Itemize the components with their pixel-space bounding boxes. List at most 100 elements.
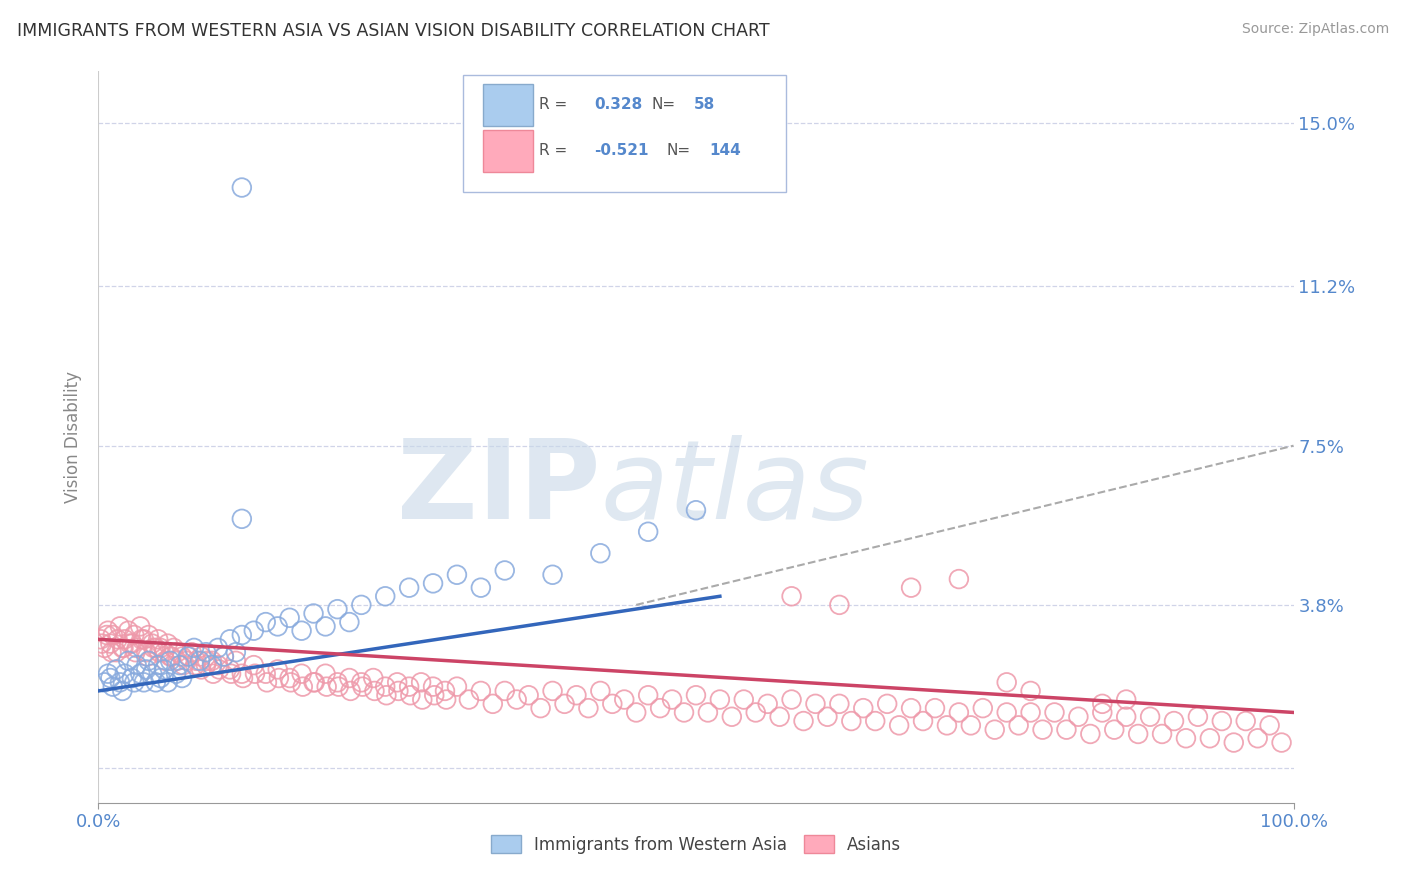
Point <box>339 615 361 629</box>
Point <box>166 645 188 659</box>
Point <box>231 180 253 194</box>
Point <box>995 706 1018 720</box>
Point <box>565 688 588 702</box>
Point <box>530 701 553 715</box>
Point <box>225 645 247 659</box>
Point <box>267 671 290 685</box>
Point <box>243 658 266 673</box>
Point <box>387 684 409 698</box>
Point <box>131 632 153 647</box>
Point <box>1115 710 1137 724</box>
Point <box>159 654 181 668</box>
Point <box>1032 723 1054 737</box>
Point <box>111 640 134 655</box>
Point <box>243 666 266 681</box>
Point <box>156 637 179 651</box>
Point <box>207 658 229 673</box>
Point <box>172 671 194 685</box>
Point <box>339 671 361 685</box>
Point <box>756 697 779 711</box>
Point <box>374 680 396 694</box>
Point <box>254 666 277 681</box>
Point <box>129 619 152 633</box>
Point <box>117 624 139 638</box>
Point <box>267 662 290 676</box>
Point <box>101 680 124 694</box>
Text: ZIP: ZIP <box>396 434 600 541</box>
Point <box>589 684 612 698</box>
Point <box>125 658 148 673</box>
Point <box>179 649 201 664</box>
Point <box>422 576 444 591</box>
Point <box>494 564 516 578</box>
Point <box>541 567 564 582</box>
Point <box>202 666 225 681</box>
Point <box>108 619 131 633</box>
Point <box>828 697 851 711</box>
Point <box>195 645 218 659</box>
Point <box>201 654 224 668</box>
Point <box>219 632 242 647</box>
Point <box>165 666 187 681</box>
Point <box>188 654 211 668</box>
Point <box>117 654 139 668</box>
Text: 144: 144 <box>709 143 741 158</box>
Point <box>339 684 361 698</box>
Point <box>589 546 612 560</box>
Point <box>1080 727 1102 741</box>
Point <box>745 706 768 720</box>
Point <box>90 632 112 647</box>
Point <box>673 706 696 720</box>
Point <box>398 680 420 694</box>
Point <box>302 675 325 690</box>
Point <box>190 649 212 664</box>
Point <box>291 680 314 694</box>
Point <box>149 671 172 685</box>
Point <box>212 649 235 664</box>
Point <box>411 675 433 690</box>
Point <box>494 684 516 698</box>
Point <box>232 671 254 685</box>
Point <box>1091 697 1114 711</box>
Point <box>541 684 564 698</box>
Text: -0.521: -0.521 <box>595 143 650 158</box>
Y-axis label: Vision Disability: Vision Disability <box>65 371 83 503</box>
Point <box>231 628 253 642</box>
Text: R =: R = <box>540 143 572 158</box>
Point <box>815 710 838 724</box>
Point <box>219 662 242 676</box>
Point <box>1211 714 1233 728</box>
Point <box>1234 714 1257 728</box>
Point <box>709 692 731 706</box>
Point <box>172 658 194 673</box>
Point <box>960 718 983 732</box>
Point <box>163 640 186 655</box>
Point <box>648 701 672 715</box>
Point <box>195 658 218 673</box>
Point <box>1056 723 1078 737</box>
Point <box>780 589 803 603</box>
Text: IMMIGRANTS FROM WESTERN ASIA VS ASIAN VISION DISABILITY CORRELATION CHART: IMMIGRANTS FROM WESTERN ASIA VS ASIAN VI… <box>17 22 769 40</box>
Point <box>153 645 176 659</box>
Point <box>177 649 200 664</box>
Point <box>280 675 302 690</box>
Point <box>1019 706 1042 720</box>
Point <box>841 714 863 728</box>
Point <box>149 640 172 655</box>
Point <box>121 671 143 685</box>
Point <box>291 666 314 681</box>
Point <box>159 649 181 664</box>
Point <box>876 697 898 711</box>
Point <box>374 589 396 603</box>
Point <box>176 654 198 668</box>
Point <box>385 675 409 690</box>
Point <box>350 675 373 690</box>
Point <box>399 688 422 702</box>
Point <box>111 684 134 698</box>
Point <box>828 598 851 612</box>
Point <box>112 640 135 655</box>
Point <box>470 684 492 698</box>
Point <box>98 637 122 651</box>
Point <box>169 658 191 673</box>
Point <box>212 649 235 664</box>
